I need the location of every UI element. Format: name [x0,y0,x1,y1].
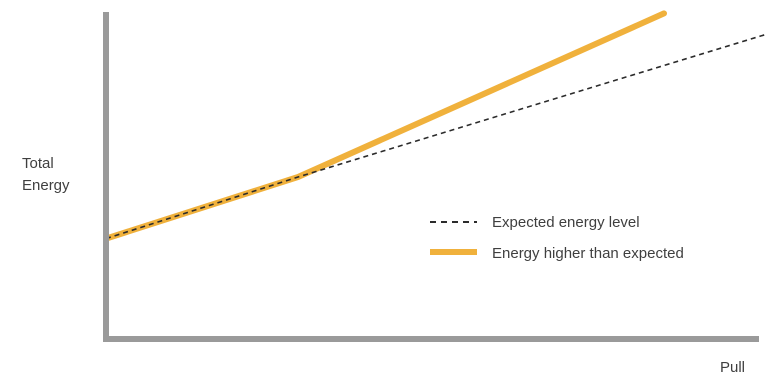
series-line-expected-energy-level [105,33,767,240]
y-axis-label-line-2: Energy [22,177,70,194]
series-line-energy-higher-than-expected [103,10,667,242]
legend-label-energy-higher-than-expected: Energy higher than expected [492,245,684,262]
x-axis-label: Pull [720,359,745,376]
y-axis-label-line-1: Total [22,155,54,172]
series-layer [103,10,767,242]
legend-label-expected-energy-level: Expected energy level [492,214,640,231]
legend: Expected energy level Energy higher than… [430,214,684,262]
